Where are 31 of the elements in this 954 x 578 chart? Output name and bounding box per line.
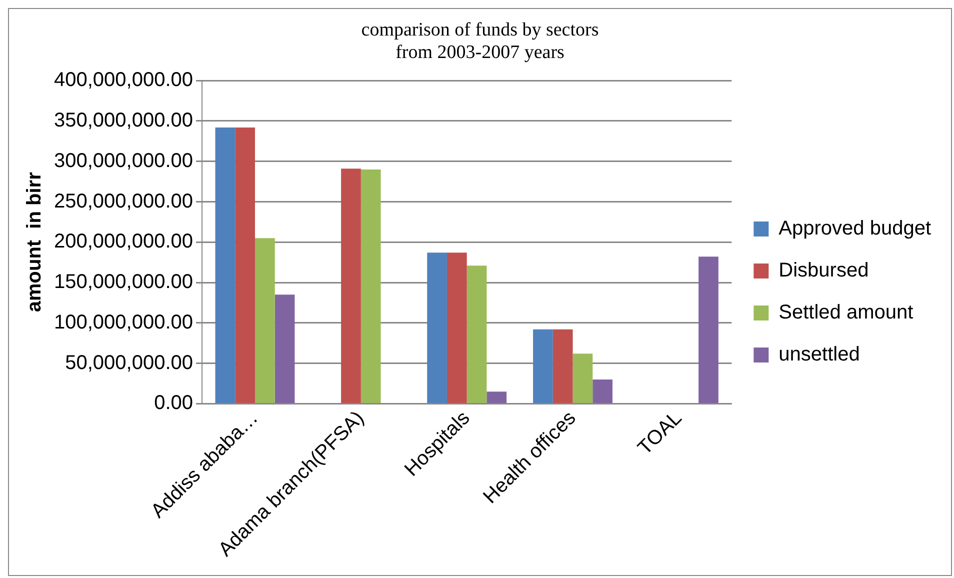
y-tick-label: 0.00 <box>154 392 194 414</box>
y-tick-label: 200,000,000.00 <box>54 230 194 253</box>
bar <box>341 168 361 403</box>
bar <box>552 329 573 403</box>
bar <box>235 127 255 403</box>
y-tick-label: 350,000,000.00 <box>54 110 194 132</box>
text: from 2003-2007 years <box>396 42 564 64</box>
bar <box>274 294 295 403</box>
text: comparison of funds by sectors <box>361 19 599 40</box>
y-axis-title: amount in birr <box>24 172 46 312</box>
legend-label: Disbursed <box>778 260 869 282</box>
bar <box>215 127 236 403</box>
legend-label: Approved budget <box>778 218 932 240</box>
legend-label: Settled amount <box>778 302 914 324</box>
bar <box>427 252 447 403</box>
bar <box>533 329 553 403</box>
bar <box>360 169 381 403</box>
bar <box>592 379 612 403</box>
y-tick-label: 400,000,000.00 <box>54 69 194 92</box>
bar <box>572 354 593 403</box>
bar <box>486 392 507 403</box>
y-tick-label: 300,000,000.00 <box>54 150 194 172</box>
bar <box>466 266 487 403</box>
bar <box>254 238 275 403</box>
bar <box>698 256 718 403</box>
y-tick-label: 100,000,000.00 <box>54 311 194 334</box>
y-tick-label: 250,000,000.00 <box>54 190 194 212</box>
y-tick-label: 150,000,000.00 <box>54 271 194 294</box>
legend-label: unsettled <box>778 344 860 366</box>
y-tick-label: 50,000,000.00 <box>65 352 194 374</box>
bar <box>446 252 467 403</box>
